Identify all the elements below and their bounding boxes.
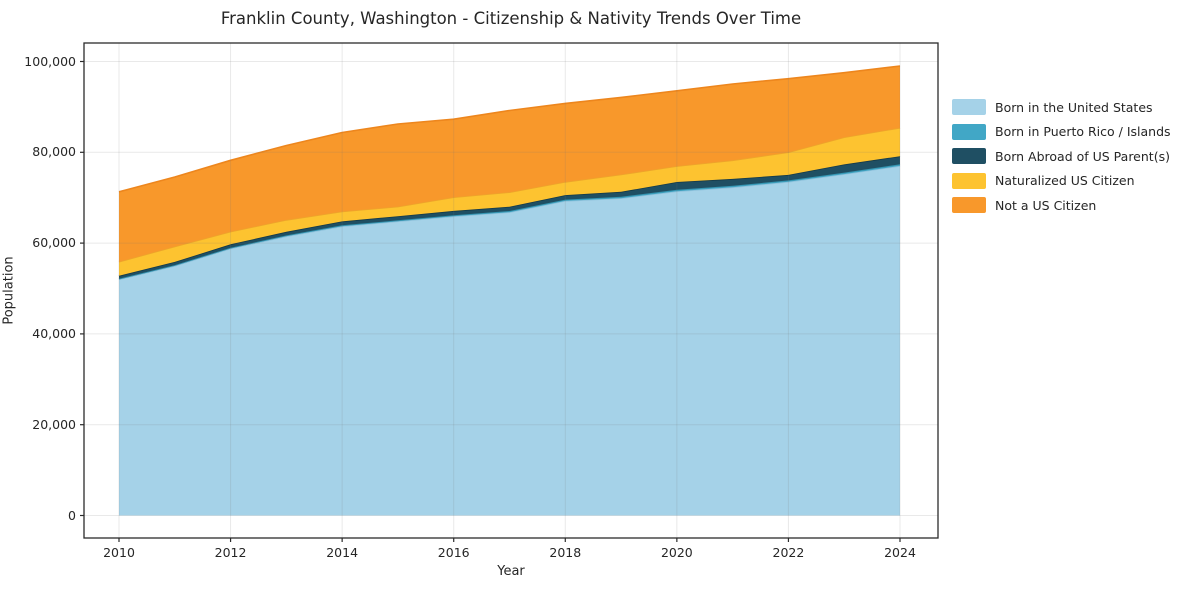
legend-label: Naturalized US Citizen: [995, 173, 1135, 189]
legend-swatch: [952, 172, 986, 189]
x-tick-label: 2018: [549, 545, 582, 560]
x-axis-label: Year: [497, 564, 525, 579]
area-edge: [118, 65, 901, 193]
x-tick-label: 2010: [103, 545, 135, 560]
area-born-in-the-united-states: [119, 165, 900, 516]
legend-row: Naturalized US Citizen: [952, 172, 1171, 190]
x-tick-label: 2024: [884, 545, 916, 560]
y-tick-label: 100,000: [24, 53, 76, 69]
y-tick-label: 40,000: [32, 325, 76, 341]
y-tick-label: 0: [68, 507, 76, 523]
legend-swatch: [952, 99, 986, 116]
legend-label: Born in the United States: [995, 99, 1153, 115]
area-naturalized-us-citizen: [119, 127, 900, 276]
y-tick-label: 20,000: [32, 416, 76, 432]
legend-label: Not a US Citizen: [995, 197, 1097, 213]
legend-label: Born Abroad of US Parent(s): [995, 148, 1170, 164]
legend-label: Born in Puerto Rico / Islands: [995, 124, 1171, 140]
x-tick-label: 2020: [660, 545, 693, 560]
legend: Born in the United States Born in Puerto …: [952, 99, 1171, 222]
legend-row: Born in Puerto Rico / Islands: [952, 123, 1171, 141]
area-born-abroad-of-us-parent-s-: [119, 156, 900, 279]
legend-row: Born in the United States: [952, 99, 1171, 116]
legend-swatch: [952, 123, 986, 140]
x-tick-label: 2012: [214, 545, 247, 560]
legend-row: Not a US Citizen: [952, 197, 1171, 214]
legend-swatch: [952, 148, 986, 165]
y-tick-label: 80,000: [32, 144, 76, 160]
x-tick-label: 2016: [437, 545, 470, 560]
legend-row: Born Abroad of US Parent(s): [952, 148, 1171, 165]
area-not-a-us-citizen: [119, 66, 900, 262]
x-tick-label: 2022: [772, 545, 805, 560]
y-axis-label: Population: [1, 256, 17, 325]
x-tick-label: 2014: [326, 545, 359, 560]
legend-swatch: [952, 197, 986, 214]
chart-title: Franklin County, Washington - Citizenshi…: [220, 9, 802, 28]
y-tick-label: 60,000: [32, 235, 76, 251]
plot-frame: [83, 42, 939, 539]
